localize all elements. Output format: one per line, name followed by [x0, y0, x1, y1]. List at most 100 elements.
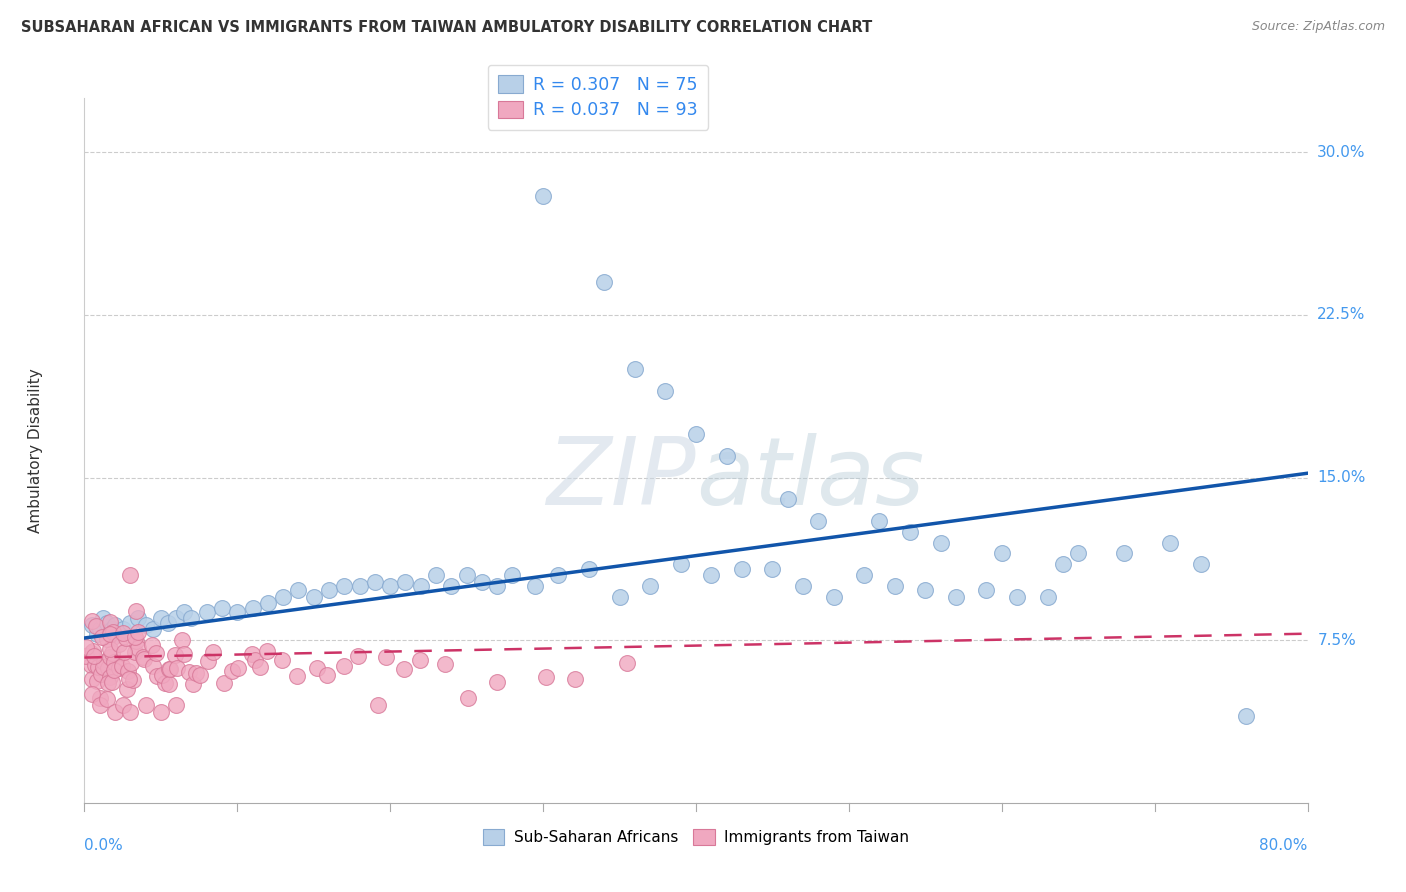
Point	[101, 675, 124, 690]
Point	[84, 619, 107, 633]
Point	[761, 561, 783, 575]
Text: 80.0%: 80.0%	[1260, 838, 1308, 853]
Point	[502, 568, 524, 582]
Point	[201, 645, 224, 659]
Point	[75, 640, 97, 654]
Point	[157, 615, 180, 630]
Point	[807, 514, 830, 528]
Point	[153, 676, 176, 690]
Point	[145, 669, 167, 683]
Point	[524, 579, 547, 593]
Point	[117, 664, 139, 678]
Text: atlas: atlas	[696, 434, 924, 524]
Point	[90, 666, 112, 681]
Point	[96, 632, 118, 647]
Point	[433, 657, 456, 671]
Point	[141, 638, 163, 652]
Point	[654, 384, 676, 398]
Point	[117, 682, 139, 697]
Point	[157, 662, 180, 676]
Point	[945, 590, 967, 604]
Point	[221, 665, 243, 679]
Point	[111, 623, 134, 637]
Point	[883, 579, 905, 593]
Point	[127, 611, 149, 625]
Point	[440, 579, 463, 593]
Point	[101, 623, 124, 637]
Point	[149, 705, 172, 719]
Point	[716, 449, 738, 463]
Point	[112, 645, 135, 659]
Point	[87, 660, 110, 674]
Point	[91, 611, 114, 625]
Point	[195, 605, 218, 619]
Point	[127, 625, 149, 640]
Point	[181, 677, 204, 691]
Point	[991, 546, 1014, 560]
Point	[271, 653, 294, 667]
Point	[98, 642, 121, 657]
Point	[82, 644, 104, 658]
Point	[333, 579, 356, 593]
Point	[898, 524, 921, 539]
Point	[792, 579, 814, 593]
Point	[100, 646, 122, 660]
Point	[307, 660, 329, 674]
Point	[409, 579, 432, 593]
Point	[103, 656, 125, 670]
Point	[150, 667, 173, 681]
Point	[180, 611, 202, 625]
Point	[700, 568, 723, 582]
Point	[124, 604, 146, 618]
Point	[869, 514, 891, 528]
Point	[118, 568, 141, 582]
Point	[89, 698, 111, 713]
Point	[685, 427, 707, 442]
Point	[242, 600, 264, 615]
Point	[96, 691, 118, 706]
Point	[163, 648, 186, 663]
Point	[409, 653, 432, 667]
Point	[853, 568, 876, 582]
Point	[1005, 590, 1028, 604]
Point	[578, 561, 600, 575]
Point	[638, 579, 661, 593]
Point	[624, 362, 647, 376]
Point	[394, 662, 416, 676]
Point	[485, 674, 508, 689]
Point	[145, 646, 167, 660]
Point	[212, 676, 235, 690]
Point	[609, 590, 631, 604]
Point	[89, 690, 111, 705]
Point	[914, 583, 936, 598]
Point	[80, 615, 103, 629]
Point	[80, 672, 103, 686]
Point	[124, 630, 146, 644]
Text: 30.0%: 30.0%	[1317, 145, 1365, 160]
Point	[135, 618, 157, 632]
Point	[367, 698, 389, 712]
Point	[593, 276, 616, 290]
Text: SUBSAHARAN AFRICAN VS IMMIGRANTS FROM TAIWAN AMBULATORY DISABILITY CORRELATION C: SUBSAHARAN AFRICAN VS IMMIGRANTS FROM TA…	[21, 20, 872, 35]
Point	[111, 626, 134, 640]
Point	[127, 641, 149, 656]
Point	[149, 611, 172, 625]
Point	[534, 670, 557, 684]
Text: 22.5%: 22.5%	[1317, 308, 1365, 322]
Point	[285, 669, 308, 683]
Point	[104, 705, 127, 719]
Point	[364, 574, 387, 589]
Point	[731, 561, 754, 575]
Point	[80, 618, 103, 632]
Point	[103, 625, 125, 640]
Point	[184, 666, 207, 681]
Point	[86, 626, 108, 640]
Point	[315, 668, 337, 682]
Point	[135, 698, 157, 713]
Point	[122, 673, 145, 688]
Point	[245, 652, 267, 666]
Point	[547, 568, 569, 582]
Point	[226, 661, 249, 675]
Point	[107, 626, 129, 640]
Point	[97, 661, 120, 675]
